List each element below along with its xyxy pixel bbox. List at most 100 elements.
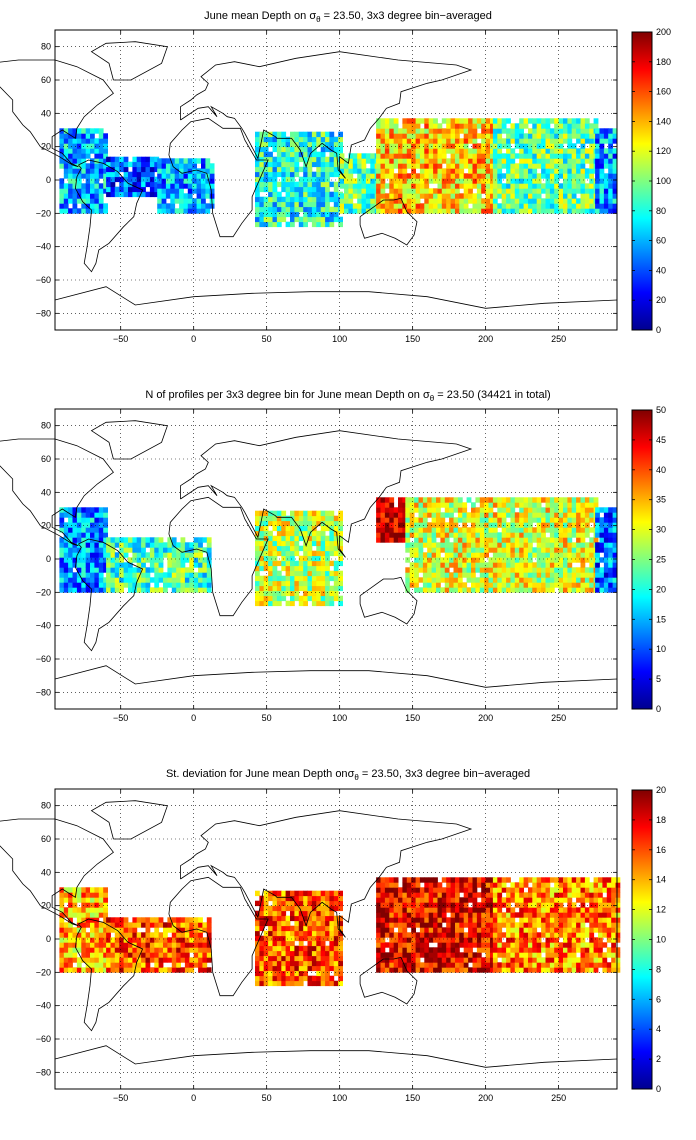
x-tick-label: 0 bbox=[191, 334, 196, 344]
heatmap-cell bbox=[449, 507, 454, 513]
heatmap-cell bbox=[441, 128, 447, 134]
heatmap-cell bbox=[380, 927, 386, 933]
heatmap-cell bbox=[85, 937, 91, 943]
heatmap-cell bbox=[255, 550, 260, 557]
heatmap-cell bbox=[389, 168, 395, 174]
heatmap-cell bbox=[497, 183, 503, 189]
heatmap-cell bbox=[419, 917, 425, 923]
heatmap-cell bbox=[532, 562, 538, 568]
heatmap-cell bbox=[276, 950, 282, 957]
heatmap-cell bbox=[433, 168, 438, 174]
heatmap-cell bbox=[414, 497, 419, 503]
heatmap-cell bbox=[484, 527, 489, 533]
heatmap-cell bbox=[415, 952, 421, 958]
heatmap-cell bbox=[268, 980, 273, 987]
heatmap-cell bbox=[268, 950, 273, 957]
heatmap-cell bbox=[171, 577, 177, 583]
heatmap-cell bbox=[145, 947, 151, 953]
heatmap-cell bbox=[180, 582, 186, 588]
heatmap-cell bbox=[303, 136, 308, 143]
heatmap-cell bbox=[393, 942, 399, 948]
heatmap-cell bbox=[167, 952, 173, 958]
heatmap-cell bbox=[541, 153, 546, 159]
heatmap-cell bbox=[472, 957, 478, 963]
heatmap-cell bbox=[576, 133, 581, 139]
heatmap-cell bbox=[595, 507, 600, 513]
heatmap-cell bbox=[554, 582, 559, 588]
heatmap-cell bbox=[584, 517, 590, 523]
heatmap-cell bbox=[338, 900, 343, 907]
heatmap-cell bbox=[176, 557, 181, 563]
heatmap-cell bbox=[475, 517, 481, 523]
heatmap-cell bbox=[128, 542, 133, 548]
heatmap-cell bbox=[558, 542, 564, 548]
heatmap-cell bbox=[428, 148, 434, 154]
heatmap-cell bbox=[298, 930, 304, 937]
heatmap-cell bbox=[259, 935, 265, 942]
heatmap-cell bbox=[576, 517, 581, 523]
heatmap-cell bbox=[311, 945, 317, 952]
heatmap-cell bbox=[411, 118, 416, 124]
heatmap-cell bbox=[338, 570, 343, 577]
heatmap-cell bbox=[290, 555, 295, 562]
heatmap-cell bbox=[393, 952, 399, 958]
heatmap-cell bbox=[393, 967, 399, 973]
heatmap-cell bbox=[255, 176, 260, 183]
heatmap-cell bbox=[393, 527, 399, 533]
heatmap-cell bbox=[506, 198, 511, 204]
heatmap-cell bbox=[580, 138, 586, 144]
heatmap-cell bbox=[599, 203, 605, 209]
heatmap-cell bbox=[333, 950, 339, 957]
heatmap-cell bbox=[192, 173, 197, 179]
heatmap-cell bbox=[285, 600, 291, 607]
heatmap-cell bbox=[329, 540, 335, 547]
heatmap-cell bbox=[462, 552, 468, 558]
heatmap-cell bbox=[402, 502, 408, 508]
heatmap-cell bbox=[179, 173, 184, 179]
heatmap-cell bbox=[514, 587, 520, 593]
heatmap-cell bbox=[444, 582, 450, 588]
heatmap-cell bbox=[307, 580, 313, 587]
x-tick-label: −50 bbox=[113, 334, 128, 344]
heatmap-cell bbox=[59, 148, 65, 154]
heatmap-cell bbox=[576, 587, 581, 593]
heatmap-cell bbox=[409, 522, 415, 528]
heatmap-cell bbox=[167, 577, 173, 583]
heatmap-cell bbox=[506, 163, 511, 169]
heatmap-cell bbox=[81, 927, 87, 933]
heatmap-cell bbox=[554, 512, 559, 518]
heatmap-cell bbox=[165, 188, 171, 194]
heatmap-cell bbox=[506, 502, 511, 508]
heatmap-cell bbox=[329, 560, 335, 567]
heatmap-cell bbox=[463, 153, 469, 159]
heatmap-cell bbox=[398, 967, 403, 973]
heatmap-cell bbox=[110, 947, 116, 953]
heatmap-cell bbox=[171, 557, 177, 563]
heatmap-cell bbox=[370, 203, 376, 209]
heatmap-cell bbox=[272, 590, 278, 597]
heatmap-cell bbox=[437, 942, 443, 948]
heatmap-cell bbox=[59, 902, 65, 908]
heatmap-cell bbox=[59, 577, 65, 583]
heatmap-cell bbox=[268, 555, 273, 562]
heatmap-cell bbox=[402, 193, 408, 199]
heatmap-cell bbox=[370, 168, 376, 174]
heatmap-cell bbox=[132, 181, 138, 188]
heatmap-cell bbox=[376, 937, 381, 943]
heatmap-cell bbox=[402, 942, 408, 948]
heatmap-cell bbox=[466, 512, 472, 518]
heatmap-cell bbox=[103, 133, 108, 139]
heatmap-cell bbox=[307, 955, 313, 962]
heatmap-cell bbox=[376, 173, 381, 179]
heatmap-cell bbox=[63, 173, 69, 179]
heatmap-cell bbox=[415, 942, 421, 948]
heatmap-cell bbox=[294, 510, 300, 517]
heatmap-cell bbox=[468, 932, 473, 938]
heatmap-cell bbox=[329, 575, 335, 582]
heatmap-cell bbox=[63, 168, 69, 174]
heatmap-cell bbox=[338, 905, 343, 912]
heatmap-cell bbox=[114, 942, 120, 948]
heatmap-cell bbox=[393, 148, 399, 154]
coastline-path bbox=[168, 117, 269, 238]
heatmap-cell bbox=[94, 153, 100, 159]
